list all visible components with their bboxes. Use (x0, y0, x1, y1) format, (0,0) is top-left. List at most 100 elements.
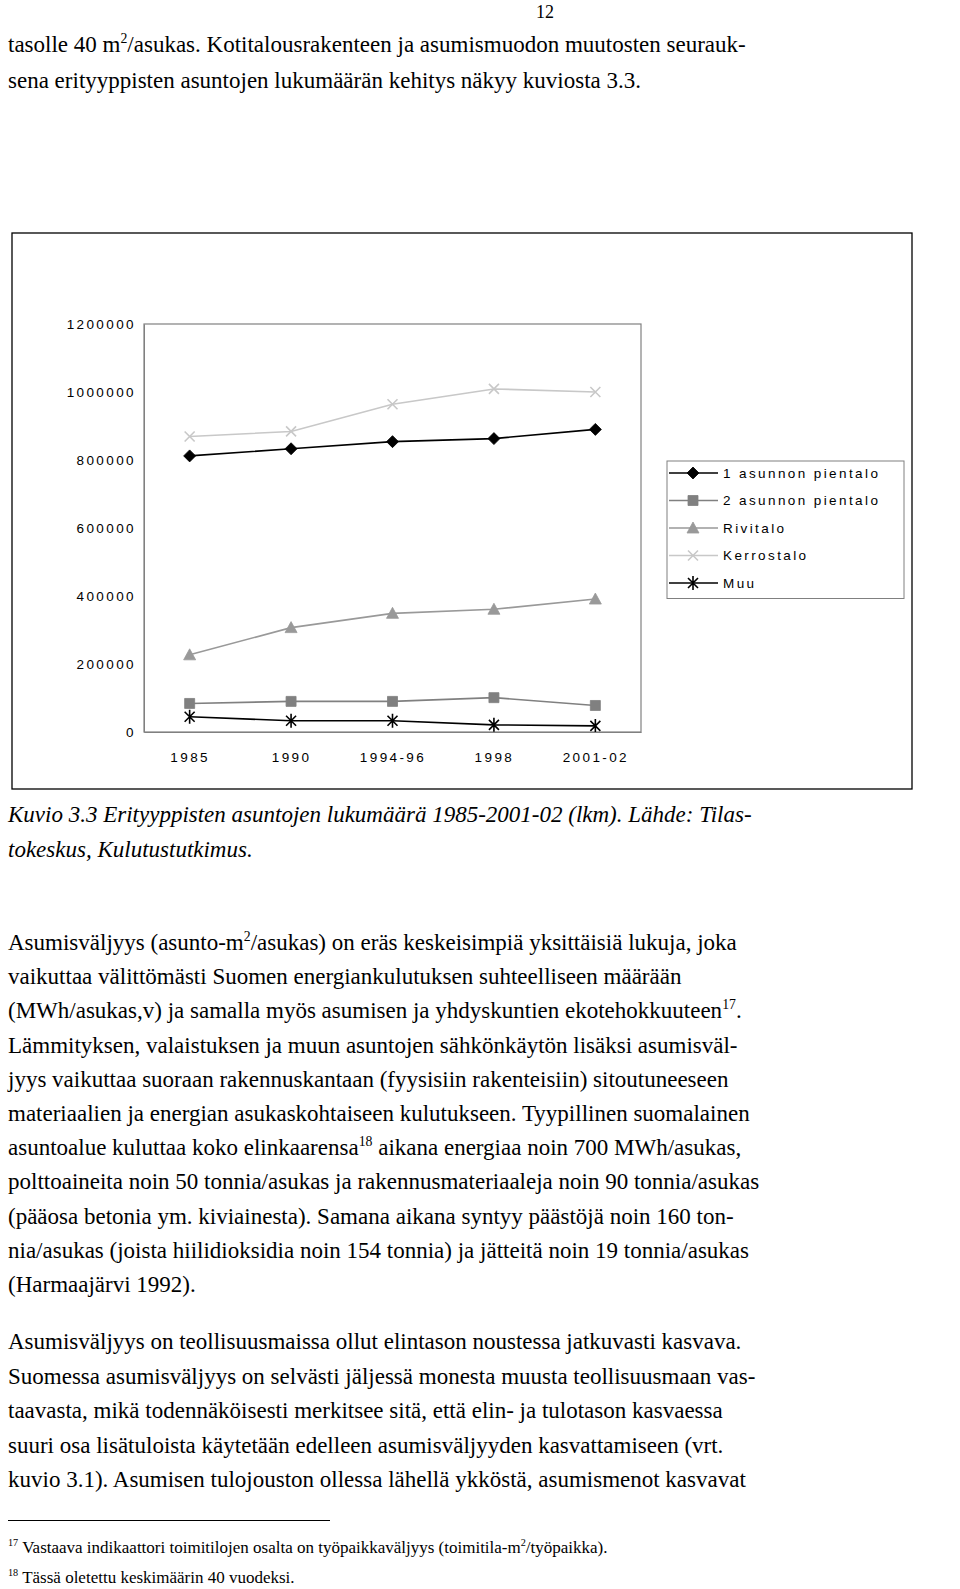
x-tick-label: 1985 (170, 750, 210, 765)
text-run: aikana energiaa noin 700 MWh/asukas, (372, 1135, 741, 1160)
marker (286, 696, 296, 706)
x-tick: 1985 (170, 732, 210, 765)
text-run: Asumisväljyys on teollisuusmaissa ollut … (8, 1329, 741, 1354)
text-line: vaikuttaa välittömästi Suomen energianku… (8, 962, 954, 992)
y-tick-label: 200000 (77, 657, 136, 672)
text-run: tokeskus, Kulutustutkimus. (8, 837, 253, 862)
text-line: tasolle 40 m2/asukas. Kotitalousrakentee… (8, 30, 954, 60)
marker (590, 719, 600, 732)
text-line: (pääosa betonia ym. kiviainesta). Samana… (8, 1202, 954, 1232)
marker (388, 696, 398, 706)
text-run: taavasta, mikä todennäköisesti merkitsee… (8, 1398, 723, 1423)
marker (388, 714, 398, 728)
y-tick: 1200000 (67, 317, 144, 332)
text-run: Tässä oletettu keskimäärin 40 vuodeksi. (22, 1568, 294, 1587)
legend-marker (687, 522, 699, 533)
legend-label: 1 asunnon pientalo (723, 466, 880, 481)
superscript: 2 (120, 31, 127, 46)
y-tick: 0 (126, 725, 144, 740)
text-run: kuvio 3.1). Asumisen tulojouston ollessa… (8, 1467, 746, 1492)
superscript: 17 (8, 1537, 18, 1548)
marker (387, 607, 399, 618)
footnote-rule (8, 1520, 330, 1521)
text-run: polttoaineita noin 50 tonnia/asukas ja r… (8, 1169, 759, 1194)
series (184, 593, 602, 660)
x-axis: 1985 1990 1994-96 1998 2001-02 (145, 732, 642, 765)
marker (185, 698, 195, 708)
legend-entry: 2 asunnon pientalo (669, 493, 880, 508)
text-run: (Harmaajärvi 1992). (8, 1272, 196, 1297)
marker (590, 700, 600, 710)
legend: 1 asunnon pientalo 2 asunnon pientalo Rivi… (667, 461, 904, 599)
text-line: 17 Vastaava indikaattori toimitilojen osa… (8, 1533, 954, 1563)
text-run: Kuvio 3.3 Erityyppisten asuntojen lukumä… (8, 802, 752, 827)
y-tick-label: 400000 (77, 589, 136, 604)
text-run: materiaalien ja energian asukaskohtaisee… (8, 1101, 750, 1126)
y-axis-line (144, 325, 145, 733)
y-tick-label: 600000 (77, 521, 136, 536)
text-run: Asumisväljyys (asunto-m (8, 930, 244, 955)
marker (488, 603, 500, 614)
x-tick-label: 1994-96 (360, 750, 426, 765)
y-axis: 020000040000060000080000010000001200000 (67, 317, 145, 740)
y-tick: 400000 (77, 589, 144, 604)
text-line: kuvio 3.1). Asumisen tulojouston ollessa… (8, 1465, 954, 1495)
superscript: 2 (244, 929, 251, 944)
legend-marker (688, 551, 698, 561)
page: 12tasolle 40 m2/asukas. Kotitalousrakent… (0, 0, 960, 1589)
text-line: Asumisväljyys (asunto-m2/asukas) on eräs… (8, 928, 954, 958)
text-line: Asumisväljyys on teollisuusmaissa ollut … (8, 1327, 954, 1357)
text-run: Vastaava indikaattori toimitilojen osalt… (22, 1538, 521, 1557)
y-tick-label: 0 (126, 725, 136, 740)
y-tick: 600000 (77, 521, 144, 536)
text-run: tasolle 40 m (8, 32, 120, 57)
text-run: nia/asukas (joista hiilidioksidia noin 1… (8, 1238, 749, 1263)
x-tick-label: 1998 (475, 750, 515, 765)
text-line: nia/asukas (joista hiilidioksidia noin 1… (8, 1236, 954, 1266)
x-axis-line (145, 732, 642, 733)
superscript: 18 (8, 1567, 18, 1578)
legend-entry: 1 asunnon pientalo (669, 466, 880, 481)
text-line: tokeskus, Kulutustutkimus. (8, 835, 954, 865)
marker (184, 649, 196, 660)
marker (285, 443, 297, 455)
marker (387, 436, 399, 448)
superscript: 17 (722, 998, 736, 1013)
marker (185, 432, 195, 442)
legend-box (667, 461, 904, 599)
legend-marker (687, 467, 699, 479)
x-tick: 2001-02 (563, 732, 629, 765)
text-line: 18 Tässä oletettu keskimäärin 40 vuodeksi… (8, 1563, 954, 1589)
text-line: jyys vaikuttaa suoraan rakennuskantaan (… (8, 1065, 954, 1095)
text-run: asuntoalue kuluttaa koko elinkaarensa (8, 1135, 359, 1160)
marker (286, 426, 296, 436)
text-run: sena erityyppisten asuntojen lukumäärän … (8, 68, 641, 93)
x-tick: 1994-96 (360, 732, 426, 765)
text-line: taavasta, mikä todennäköisesti merkitsee… (8, 1396, 954, 1426)
page-number: 12 (536, 2, 554, 22)
series (185, 693, 601, 711)
y-tick: 800000 (77, 453, 144, 468)
text-line: (MWh/asukas,v) ja samalla myös asumisen … (8, 996, 954, 1026)
series (185, 384, 601, 442)
text-line: materiaalien ja energian asukaskohtaisee… (8, 1099, 954, 1129)
text-run: /asukas. Kotitalousrakenteen ja asumismu… (127, 32, 745, 57)
text-line: polttoaineita noin 50 tonnia/asukas ja r… (8, 1167, 954, 1197)
marker (184, 450, 196, 462)
series (185, 710, 601, 732)
marker (589, 423, 601, 435)
text-line: suuri osa lisätuloista käytetään edellee… (8, 1431, 954, 1461)
text-run: suuri osa lisätuloista käytetään edellee… (8, 1433, 723, 1458)
marker (286, 714, 296, 728)
text-line: Kuvio 3.3 Erityyppisten asuntojen lukumä… (8, 800, 954, 830)
marker (589, 593, 601, 604)
legend-marker (688, 576, 698, 590)
marker (489, 693, 499, 703)
x-tick: 1990 (272, 732, 312, 765)
text-run: Suomessa asumisväljyys on selvästi jälje… (8, 1364, 755, 1389)
series (184, 423, 602, 462)
text-line: asuntoalue kuluttaa koko elinkaarensa18 … (8, 1133, 954, 1163)
legend-entry: Muu (669, 576, 756, 591)
marker (488, 433, 500, 445)
legend-entry: Rivitalo (669, 521, 786, 536)
